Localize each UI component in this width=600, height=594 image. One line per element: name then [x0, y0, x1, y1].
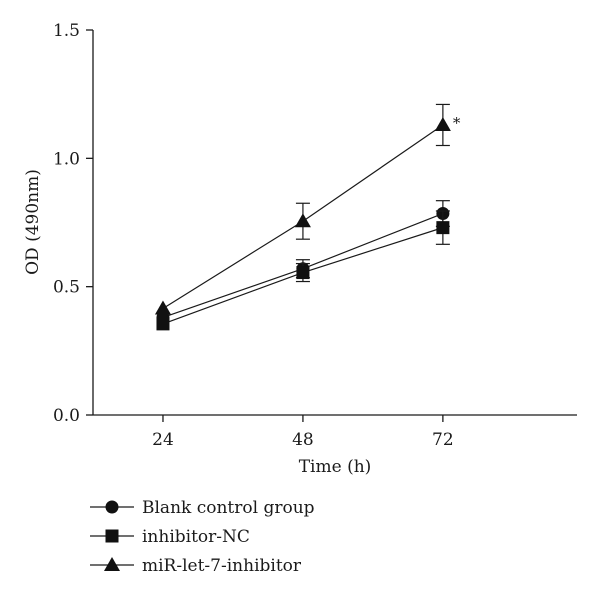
y-tick-label: 1.5	[53, 21, 80, 41]
axes	[92, 30, 577, 416]
y-ticks: 0.0 0.5 1.0 1.5	[53, 21, 93, 426]
series-triangle	[154, 103, 451, 315]
legend-label: Blank control group	[142, 498, 315, 518]
x-axis-title: Time (h)	[299, 457, 372, 477]
x-tick-label: 72	[432, 430, 454, 450]
y-tick-label: 0.5	[53, 278, 80, 298]
legend-label: inhibitor-NC	[142, 527, 250, 547]
legend-item: miR-let-7-inhibitor	[90, 556, 302, 576]
legend-item: Blank control group	[90, 498, 315, 518]
data-point	[296, 266, 310, 280]
data-point	[156, 317, 170, 331]
data-point	[434, 116, 451, 131]
legend-marker	[105, 529, 119, 543]
legend-label: miR-let-7-inhibitor	[142, 556, 302, 576]
y-tick-label: 1.0	[53, 149, 80, 169]
y-tick-label: 0.0	[53, 406, 80, 426]
x-ticks: 24 48 72	[152, 415, 454, 450]
data-point	[154, 300, 171, 315]
data-point	[294, 213, 311, 228]
legend-marker	[104, 557, 120, 571]
plot-area: *	[154, 103, 461, 331]
significance-annotation: *	[453, 114, 461, 132]
data-point	[436, 221, 450, 235]
legend: Blank control group inhibitor-NC miR-let-7…	[90, 498, 315, 576]
legend-item: inhibitor-NC	[90, 527, 250, 547]
y-axis-title: OD (490nm)	[23, 169, 43, 275]
x-tick-label: 48	[292, 430, 314, 450]
series-square	[156, 210, 450, 331]
x-tick-label: 24	[152, 430, 174, 450]
legend-marker	[105, 500, 119, 514]
